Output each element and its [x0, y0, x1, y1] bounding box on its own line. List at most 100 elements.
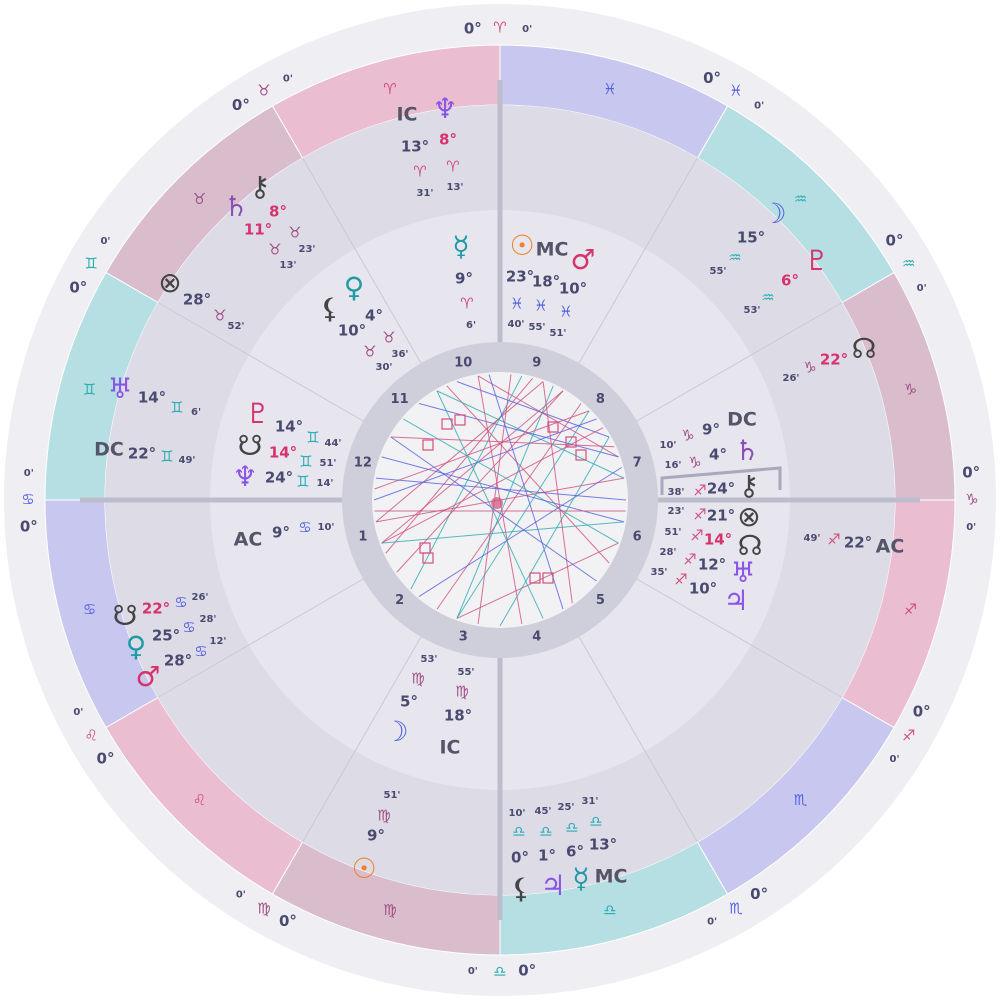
- boundary-minute: 0': [236, 890, 246, 901]
- planet-glyph: ☽: [761, 197, 786, 230]
- planet-glyph: ♇: [245, 397, 270, 430]
- degree-label: 13°: [401, 138, 429, 156]
- boundary-degree: 0°: [913, 703, 931, 721]
- sign-label: ♑: [681, 427, 694, 445]
- planet-glyph: ⚷: [739, 469, 760, 502]
- degree-label: 9°: [455, 270, 473, 288]
- angle-label: MC: [536, 239, 569, 261]
- aspect-line: [418, 402, 619, 458]
- boundary-sign: ♐: [902, 727, 915, 745]
- cusp-line: [302, 636, 422, 843]
- planet-glyph: ⚷: [250, 170, 271, 203]
- sign-label: ♋: [194, 643, 207, 661]
- degree-label: 6°: [566, 843, 584, 861]
- angle-label: MC: [595, 866, 628, 888]
- planet-glyph: ☿: [452, 230, 469, 263]
- angle-label: IC: [396, 104, 417, 126]
- sign-label: ♑: [688, 454, 701, 472]
- boundary-minute: 0': [283, 73, 293, 84]
- degree-label: 10°: [559, 280, 587, 298]
- aspect-square: [454, 414, 466, 426]
- boundary-minute: 0': [889, 754, 899, 765]
- aspect-square: [441, 418, 453, 430]
- minute-label: 12': [210, 636, 227, 647]
- aspect-line: [499, 436, 610, 627]
- boundary-degree: 0°: [464, 19, 482, 37]
- minute-label: 51': [665, 527, 682, 538]
- aspect-line: [542, 381, 573, 604]
- minute-label: 23': [299, 244, 316, 255]
- aspect-square: [422, 552, 434, 564]
- boundary-minute: 0': [73, 707, 83, 718]
- degree-label: 28°: [183, 291, 211, 309]
- aspect-line: [390, 436, 615, 448]
- degree-label: 22°: [820, 351, 848, 369]
- degree-label: 0°: [511, 849, 529, 867]
- sign-label: ♐: [693, 482, 706, 500]
- sign-label: ♎: [512, 823, 525, 841]
- degree-label: 4°: [709, 446, 727, 464]
- house-number: 7: [633, 456, 642, 471]
- sign-label: ♎: [589, 813, 602, 831]
- planet-glyph: ♆: [432, 92, 457, 125]
- minute-label: 13': [447, 182, 464, 193]
- boundary-minute: 0': [966, 522, 976, 533]
- sign-label: ♊: [299, 453, 312, 471]
- labels: 123 456789101112IC13°♈31'♆8°♈13'♄11°♉13'⚷…: [94, 92, 904, 905]
- sign-glyph: ♏: [794, 791, 808, 809]
- planet-glyph: ♀: [344, 271, 365, 304]
- minute-label: 45': [535, 806, 552, 817]
- aspect-line: [396, 390, 564, 573]
- aspect-square: [529, 572, 541, 584]
- minute-label: 23': [668, 506, 685, 517]
- minute-label: 6': [466, 320, 476, 331]
- boundary-sign: ♑: [965, 491, 978, 509]
- sign-label: ♒: [728, 249, 741, 267]
- minute-label: 40': [508, 319, 525, 330]
- aspect-square: [547, 421, 559, 433]
- degree-label: 12°: [698, 556, 726, 574]
- aspect-square: [565, 436, 577, 448]
- planet-glyph: ♃: [723, 584, 748, 617]
- degree-label: 14°: [704, 531, 732, 549]
- degree-label: 24°: [707, 480, 735, 498]
- minute-label: 25': [558, 802, 575, 813]
- sign-glyph: ♎: [603, 901, 616, 919]
- degree-label: 14°: [269, 444, 297, 462]
- sign-label: ♐: [683, 551, 696, 569]
- sign-glyph: ♉: [193, 190, 206, 208]
- planet-glyph: ☋: [113, 599, 138, 632]
- sign-label: ♓: [534, 297, 547, 315]
- house-number: 4: [532, 630, 541, 645]
- boundary-sign: ♋: [21, 491, 34, 509]
- minute-label: 16': [665, 460, 682, 471]
- aspect-line: [374, 410, 590, 490]
- degree-label: 8°: [439, 131, 457, 149]
- sign-glyph: ♓: [603, 80, 616, 98]
- minute-label: 55': [710, 266, 727, 277]
- sign-label: ♉: [382, 329, 395, 347]
- minute-label: 44': [325, 438, 342, 449]
- angle-label: IC: [439, 737, 460, 759]
- cusp-line: [157, 302, 364, 422]
- aspect-line: [488, 374, 564, 610]
- boundary-degree: 0°: [703, 69, 721, 87]
- angle-label: AC: [234, 529, 263, 551]
- minute-label: 10': [318, 522, 335, 533]
- sign-label: ♐: [674, 571, 687, 589]
- degree-label: 8°: [269, 203, 287, 221]
- aspect-line: [477, 375, 619, 458]
- planet-glyph: ♇: [804, 244, 829, 277]
- minute-label: 51': [550, 328, 567, 339]
- sign-label: ♉: [288, 224, 301, 242]
- minute-label: 31': [582, 796, 599, 807]
- degree-label: 18°: [444, 707, 472, 725]
- degree-label: 6°: [781, 272, 799, 290]
- minute-label: 14': [317, 478, 334, 489]
- planet-glyph: ♂: [135, 660, 160, 693]
- degree-label: 25°: [152, 627, 180, 645]
- aspect-square: [542, 572, 554, 584]
- planet-glyph: ☋: [238, 429, 263, 462]
- sign-label: ♊: [160, 448, 173, 466]
- cusp-line: [636, 578, 843, 698]
